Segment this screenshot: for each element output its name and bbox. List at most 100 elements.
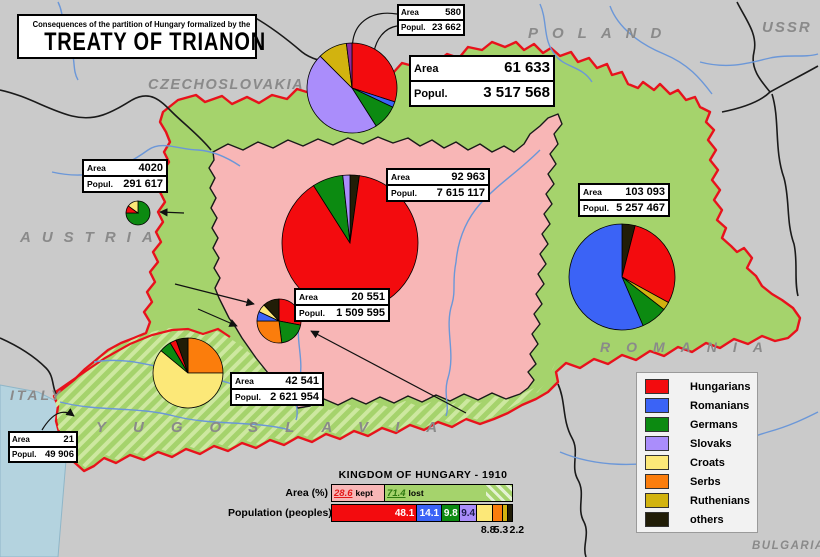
bar-segment-Hungarians: 48.1 bbox=[332, 505, 418, 521]
stat-box-post-trianon-hungary: Area 92 963 Popul. 7 615 117 bbox=[386, 168, 490, 202]
area-value: 21 bbox=[63, 434, 74, 445]
pie-slice-ceded-to-austria-Croats bbox=[127, 200, 139, 214]
popul-value: 291 617 bbox=[123, 178, 163, 190]
legend-swatch-romanians bbox=[645, 398, 669, 413]
area-label: Area bbox=[414, 63, 439, 75]
bar-segment-value: 9.8 bbox=[443, 507, 458, 519]
legend-item-ruthenians: Ruthenians bbox=[637, 491, 757, 510]
area-value: 4020 bbox=[138, 162, 163, 174]
population-bar-row: Population (peoples) 48.1 14.1 9.8 9.4 bbox=[228, 504, 513, 522]
country-label-czechoslovakia: CZECHOSLOVAKIA bbox=[148, 77, 304, 93]
bar-segment-suffix: kept bbox=[355, 488, 373, 498]
arrow-italy-to-fiume bbox=[41, 408, 75, 431]
river-poland-2 bbox=[609, 5, 713, 95]
below-label-Ruthenians: 2.2 bbox=[509, 524, 525, 536]
legend-swatch-ruthenians bbox=[645, 493, 669, 508]
pie-slice-ceded-to-austria-Germans bbox=[125, 200, 151, 226]
stat-row-popul: Popul. 5 257 467 bbox=[580, 201, 668, 215]
bar-segment-Croats bbox=[477, 505, 494, 521]
area-label: Area bbox=[583, 187, 602, 197]
map-title-box: Consequences of the partition of Hungary… bbox=[17, 14, 266, 60]
bar-segment-value: 71.4 bbox=[387, 487, 406, 499]
legend-label-romanians: Romanians bbox=[690, 399, 750, 412]
popul-value: 7 615 117 bbox=[436, 187, 485, 199]
stat-box-ceded-to-austria: Area 4020 Popul. 291 617 bbox=[82, 159, 168, 193]
popul-value: 49 906 bbox=[44, 449, 74, 460]
stat-box-ceded-to-yugoslavia-croatia: Area 42 541 Popul. 2 621 954 bbox=[230, 372, 324, 406]
stat-row-popul: Popul. 7 615 117 bbox=[388, 186, 488, 200]
arrow-burgenland-to-pie bbox=[159, 208, 185, 217]
pie-ceded-to-austria bbox=[125, 200, 151, 226]
country-label-romania: ROMANIA bbox=[600, 339, 779, 355]
legend-label-others: others bbox=[690, 513, 724, 526]
pie-ceded-to-yugoslavia-croatia bbox=[152, 337, 224, 409]
stat-row-popul: Popul. 1 509 595 bbox=[296, 306, 388, 320]
area-label: Area bbox=[235, 376, 254, 386]
stat-row-area: Area 103 093 bbox=[580, 185, 668, 201]
legend-swatch-croats bbox=[645, 455, 669, 470]
popul-label: Popul. bbox=[299, 308, 325, 318]
bar-segment-Serbs bbox=[493, 505, 504, 521]
border-austria-czechoslovakia bbox=[0, 89, 212, 151]
legend-swatch-others bbox=[645, 512, 669, 527]
area-value: 42 541 bbox=[285, 375, 319, 387]
arrow-west-strip-to-vojvodina-pie-1 bbox=[174, 283, 255, 307]
stat-box-ceded-to-romania: Area 103 093 Popul. 5 257 467 bbox=[578, 183, 670, 217]
country-label-poland: POLAND bbox=[528, 25, 675, 42]
population-bar-below-labels: 8.8 5.3 2.2 bbox=[332, 524, 524, 538]
popul-label: Popul. bbox=[235, 392, 261, 402]
area-value: 61 633 bbox=[504, 59, 550, 76]
country-label-austria: AUSTRIA bbox=[19, 229, 164, 246]
legend-label-croats: Croats bbox=[690, 456, 725, 469]
pie-slice-ceded-to-yugoslavia-croatia-Serbs bbox=[187, 337, 224, 374]
legend-swatch-germans bbox=[645, 417, 669, 432]
popul-label: Popul. bbox=[87, 179, 113, 189]
stat-box-ceded-to-czechoslovakia: Area 61 633 Popul. 3 517 568 bbox=[409, 55, 555, 107]
stat-box-ceded-to-poland: Area 580 Popul. 23 662 bbox=[397, 4, 465, 36]
arrow-west-strip-to-vojvodina-pie-2 bbox=[197, 308, 238, 327]
border-serbia-bulgaria bbox=[557, 383, 588, 557]
legend-item-slovaks: Slovaks bbox=[637, 434, 757, 453]
arrow-banat-to-vojvodina-pie bbox=[310, 330, 467, 414]
bar-segment-suffix: lost bbox=[408, 488, 424, 498]
country-label-yugoslavia: YUGOSLAVIA bbox=[96, 419, 464, 436]
pie-slice-ceded-to-czechoslovakia-Hungarians bbox=[351, 42, 398, 103]
pie-slice-ceded-to-romania-Romanians bbox=[568, 223, 644, 331]
legend-label-hungarians: Hungarians bbox=[690, 380, 751, 393]
border-romania-ussr bbox=[771, 93, 799, 297]
popul-label: Popul. bbox=[401, 23, 426, 32]
pie-ceded-to-czechoslovakia bbox=[306, 42, 398, 134]
stat-row-area: Area 20 551 bbox=[296, 290, 388, 306]
bar-segment-Ruthenians bbox=[503, 505, 509, 521]
map-title: TREATY OF TRIANON bbox=[44, 28, 266, 56]
pie-slice-ceded-to-yugoslavia-croatia-others bbox=[175, 337, 189, 374]
area-label: Area bbox=[12, 435, 30, 444]
pie-slice-ceded-to-yugoslavia-vojvodina-Serbs bbox=[256, 320, 283, 344]
pie-slice-ceded-to-czechoslovakia-Slovaks bbox=[306, 55, 377, 134]
border-italy-austria bbox=[0, 337, 57, 395]
pie-charts-layer bbox=[125, 42, 676, 409]
legend-label-ruthenians: Ruthenians bbox=[690, 494, 750, 507]
border-hungary-croatia-old bbox=[53, 327, 231, 394]
area-value: 580 bbox=[445, 7, 461, 18]
stat-row-popul: Popul. 291 617 bbox=[84, 177, 166, 191]
bar-segment-Germans: 9.8 bbox=[442, 505, 461, 521]
pie-slice-ceded-to-yugoslavia-croatia-Croats bbox=[152, 350, 224, 409]
chart-title: KINGDOM OF HUNGARY - 1910 bbox=[338, 469, 508, 481]
map-subtitle: Consequences of the partition of Hungary… bbox=[32, 19, 251, 29]
river-sava bbox=[59, 401, 291, 431]
river-poland-1 bbox=[539, 3, 593, 83]
bar-segment-kept: 28.6 kept bbox=[332, 485, 386, 501]
stat-row-popul: Popul. 2 621 954 bbox=[232, 390, 322, 404]
area-label: Area bbox=[87, 163, 106, 173]
legend-swatch-serbs bbox=[645, 474, 669, 489]
stat-box-ceded-to-italy: Area 21 Popul. 49 906 bbox=[8, 431, 78, 463]
hatch-overlay bbox=[486, 485, 512, 501]
bar-segment-value: 28.6 bbox=[334, 487, 353, 499]
stat-box-ceded-to-yugoslavia-vojvodina: Area 20 551 Popul. 1 509 595 bbox=[294, 288, 390, 322]
area-value: 103 093 bbox=[625, 186, 665, 198]
popul-value: 23 662 bbox=[431, 22, 461, 33]
area-row-label: Area (%) bbox=[285, 487, 328, 499]
ethnic-legend: Hungarians Romanians Germans Slovaks Croats S… bbox=[636, 372, 758, 533]
